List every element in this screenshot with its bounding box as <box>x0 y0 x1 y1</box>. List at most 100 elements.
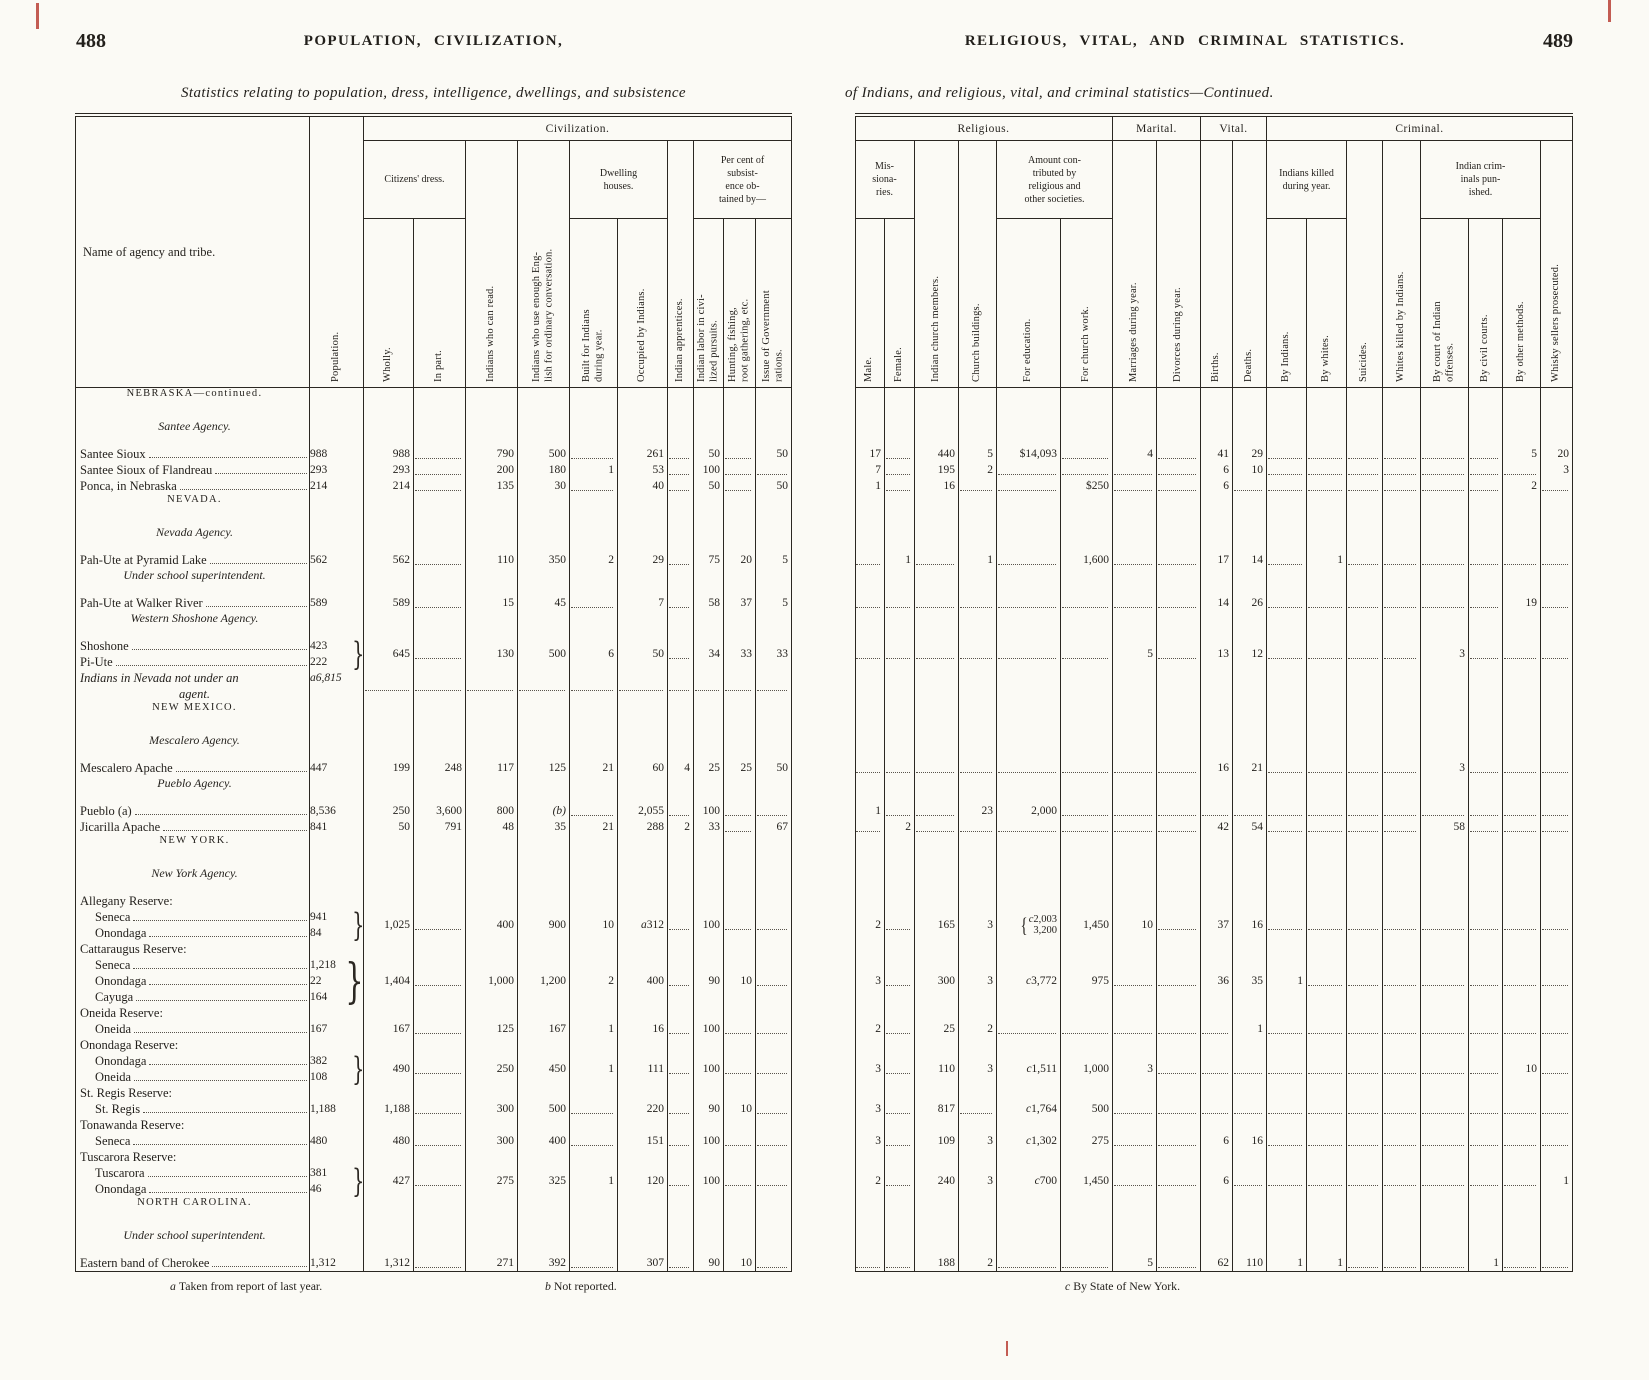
value-cell <box>1347 1149 1383 1197</box>
table-body: NEBRASKA—continued. Santee Agency. Santee … <box>75 388 1573 1271</box>
value-cell: 350 <box>518 552 570 568</box>
dotted-leader <box>757 1105 787 1114</box>
value-cell: 58 <box>694 595 724 611</box>
col-header-indian-labor: Indian labor in civi- lized pursuits. <box>694 219 724 387</box>
value-cell: 2,055 <box>618 803 668 819</box>
occupied-label: Occupied by Indians. <box>636 288 648 382</box>
scan-registration-mark <box>1608 0 1611 22</box>
value-cell: 307 <box>618 1255 668 1271</box>
missionaries-label: Mis- siona- ries. <box>855 141 914 219</box>
population-cell <box>310 525 364 552</box>
dotted-leader <box>1268 921 1302 930</box>
value-cell <box>1503 670 1541 702</box>
value-cell <box>756 1197 792 1228</box>
value-cell <box>1061 835 1113 866</box>
value-cell <box>1469 776 1503 803</box>
reserve-label: Allegany Reserve: <box>80 894 173 908</box>
cell-value: 19 <box>1525 596 1538 609</box>
brace-glyph: } <box>351 635 364 673</box>
cell-value: 130 <box>496 647 514 660</box>
dotted-leader <box>1422 1105 1464 1114</box>
value-cell: 2 <box>855 1149 885 1197</box>
cell-value: 48 <box>502 820 515 833</box>
value-cell <box>959 1197 997 1228</box>
dotted-leader <box>571 450 613 459</box>
dotted-leader <box>757 807 787 816</box>
value-cell <box>1307 803 1347 819</box>
value-cell <box>724 1197 756 1228</box>
value-cell <box>1421 388 1469 419</box>
dotted-leader <box>886 977 910 986</box>
cell-value: 6 <box>1223 463 1229 476</box>
cell-value: 25 <box>943 1022 956 1035</box>
value-cell <box>1383 1037 1421 1085</box>
population-cell: 1,218 22 164} <box>310 941 364 1005</box>
cell-value: 165 <box>937 918 955 931</box>
agency-row: Nevada Agency. <box>75 525 1573 552</box>
value-cell <box>1421 1117 1469 1149</box>
value-cell <box>997 1005 1061 1037</box>
value-cell: 1,312 <box>364 1255 414 1271</box>
dotted-leader <box>1384 1259 1416 1268</box>
value-cell <box>756 835 792 866</box>
value-cell: 40 <box>618 478 668 494</box>
population-cell: 293 <box>310 462 364 478</box>
value-cell <box>1113 478 1157 494</box>
value-cell <box>1347 776 1383 803</box>
dotted-leader <box>133 957 307 969</box>
value-cell <box>756 1037 792 1085</box>
value-cell <box>668 462 694 478</box>
value-cell <box>1233 525 1267 552</box>
value-cell <box>570 702 618 733</box>
value-cell <box>915 494 959 525</box>
value-cell <box>1469 702 1503 733</box>
value-cell <box>1113 1149 1157 1197</box>
value-cell <box>1503 388 1541 419</box>
cell-value: 45 <box>554 596 567 609</box>
value-cell <box>1421 1228 1469 1255</box>
dotted-leader <box>149 925 307 937</box>
value-cell <box>885 638 915 670</box>
dotted-leader <box>215 462 307 474</box>
value-cell <box>1347 1117 1383 1149</box>
cell-value: 13 <box>1217 647 1230 660</box>
population-value: 214 <box>310 480 328 492</box>
dotted-leader <box>1308 1137 1342 1146</box>
dotted-leader <box>1062 599 1108 608</box>
value-cell <box>1157 525 1201 552</box>
dotted-leader <box>1542 482 1568 491</box>
value-cell <box>1157 638 1201 670</box>
value-cell <box>1347 478 1383 494</box>
dotted-leader <box>179 478 307 490</box>
value-cell: 10 <box>724 941 756 1005</box>
population-cell: 841 <box>310 819 364 835</box>
dotted-leader <box>134 1021 307 1033</box>
value-cell <box>570 803 618 819</box>
page-gutter <box>792 638 855 670</box>
dotted-leader <box>1158 921 1196 930</box>
dotted-leader <box>1542 1025 1568 1034</box>
value-cell <box>1233 419 1267 446</box>
cell-value: 5 <box>1147 647 1153 660</box>
value-cell <box>1267 702 1307 733</box>
header-group-religious: Religious. Mis- siona- ries. Male. Femal… <box>855 117 1113 387</box>
cell-value: 33 <box>708 820 721 833</box>
value-cell: 10 <box>1503 1037 1541 1085</box>
population-value: 108 <box>310 1071 328 1083</box>
cell-value: 3 <box>987 1134 993 1147</box>
value-cell <box>1383 552 1421 568</box>
cell-value: 2 <box>875 918 881 931</box>
dotted-leader <box>1348 1177 1378 1186</box>
value-cell <box>1469 462 1503 478</box>
value-cell <box>1383 1005 1421 1037</box>
value-cell <box>1383 1228 1421 1255</box>
cell-value: 3 <box>875 1062 881 1075</box>
value-cell: 135 <box>466 478 518 494</box>
population-value: 8,536 <box>310 805 336 817</box>
agency-row: Santee Agency. <box>75 419 1573 446</box>
cell-value: 125 <box>548 761 566 774</box>
name-cell: NEBRASKA—continued. <box>75 388 310 419</box>
cell-value: 3,200 <box>1033 925 1057 936</box>
brace-glyph: } <box>351 1162 364 1200</box>
by-indians-label: By Indians. <box>1280 331 1292 382</box>
